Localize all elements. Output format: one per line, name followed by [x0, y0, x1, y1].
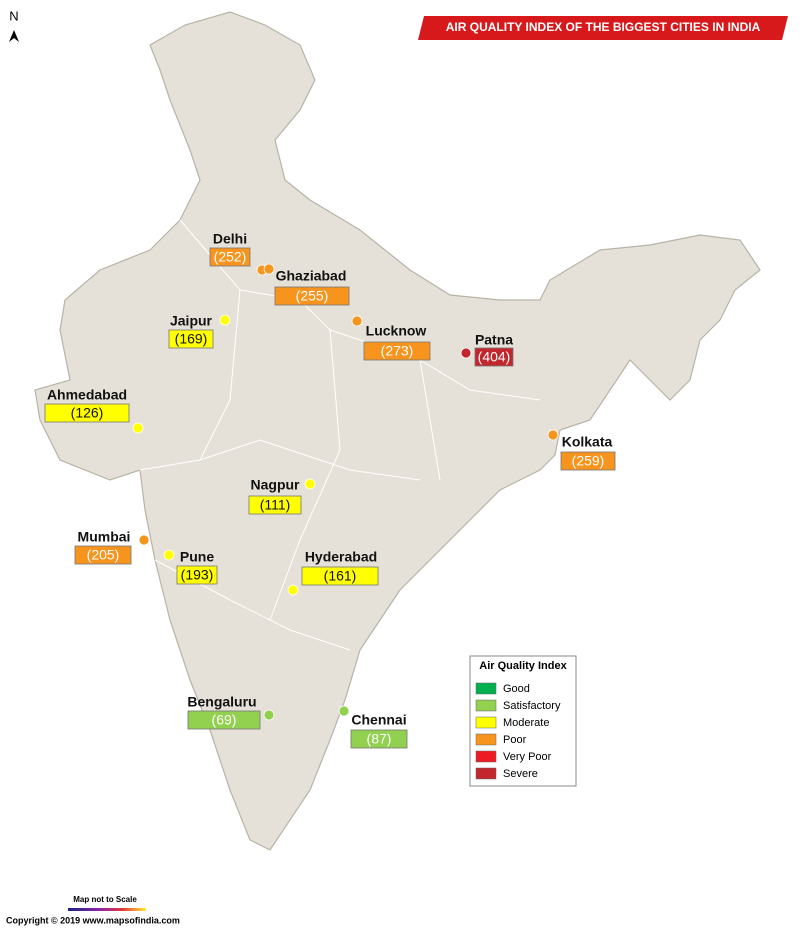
city-dot — [219, 314, 231, 326]
city-name: Pune — [180, 549, 214, 565]
scale-note: Map not to Scale — [73, 895, 137, 904]
city-dot — [351, 315, 363, 327]
legend-label: Very Poor — [503, 751, 552, 763]
city-name: Hyderabad — [305, 549, 377, 565]
north-arrow — [9, 30, 19, 42]
city-name: Delhi — [213, 231, 247, 247]
city-dot — [547, 429, 559, 441]
legend-swatch — [475, 750, 497, 763]
aqi-box — [363, 341, 431, 361]
aqi-value: (111) — [260, 497, 291, 513]
legend-label: Poor — [503, 734, 527, 746]
city-dot — [132, 422, 144, 434]
city-dot — [263, 709, 275, 721]
city-dot — [460, 347, 472, 359]
aqi-value: (273) — [381, 343, 414, 359]
city-name: Nagpur — [251, 477, 301, 493]
city-name: Jaipur — [170, 313, 213, 329]
state-borders — [139, 219, 541, 651]
north-label: N — [9, 8, 18, 23]
aqi-value: (404) — [478, 349, 511, 365]
city-name: Lucknow — [366, 323, 427, 339]
city-dot — [263, 263, 275, 275]
copyright: Copyright © 2019 www.mapsofindia.com — [6, 915, 180, 925]
city-name: Patna — [475, 332, 513, 348]
legend-swatch — [475, 682, 497, 695]
city-name: Ahmedabad — [47, 387, 127, 403]
city-dot — [138, 534, 150, 546]
legend-label: Severe — [503, 768, 538, 780]
india-outline — [34, 11, 761, 851]
legend-label: Moderate — [503, 717, 549, 729]
legend-swatch — [475, 716, 497, 729]
legend-swatch — [475, 699, 497, 712]
aqi-box — [274, 286, 350, 306]
legend-swatch — [475, 767, 497, 780]
aqi-box — [474, 347, 514, 367]
city-name: Mumbai — [78, 529, 131, 545]
legend-title: Air Quality Index — [479, 660, 567, 672]
legend-label: Satisfactory — [503, 700, 561, 712]
aqi-box — [74, 545, 132, 565]
aqi-box — [209, 247, 251, 267]
aqi-box — [350, 729, 408, 749]
aqi-value: (252) — [214, 249, 247, 265]
scale-bar — [68, 908, 146, 911]
aqi-value: (205) — [87, 547, 120, 563]
aqi-value: (69) — [212, 712, 237, 728]
aqi-value: (161) — [324, 568, 357, 584]
title-banner — [418, 16, 788, 40]
aqi-box — [168, 329, 214, 349]
aqi-value: (255) — [296, 288, 329, 304]
city-name: Chennai — [351, 712, 406, 728]
city-dot — [163, 549, 175, 561]
aqi-box — [176, 565, 218, 585]
aqi-box — [187, 710, 261, 730]
aqi-box — [560, 451, 616, 471]
city-name: Bengaluru — [187, 694, 256, 710]
legend: Good Satisfactory Moderate Poor Very Poor Sev… — [475, 682, 561, 780]
aqi-box — [248, 495, 302, 515]
legend-label: Good — [503, 683, 530, 695]
city-dot — [338, 705, 350, 717]
aqi-box — [44, 403, 130, 423]
aqi-value: (169) — [175, 331, 208, 347]
city-name: Kolkata — [562, 434, 613, 450]
title: AIR QUALITY INDEX OF THE BIGGEST CITIES … — [446, 20, 761, 34]
aqi-value: (259) — [572, 453, 605, 469]
cities: Delhi (252) Ghaziabad (255) Jaipur (169) Luckn… — [44, 231, 616, 749]
aqi-value: (126) — [71, 405, 104, 421]
aqi-value: (193) — [181, 567, 214, 583]
city-name: Ghaziabad — [276, 268, 347, 284]
legend-swatch — [475, 733, 497, 746]
city-dot — [304, 478, 316, 490]
aqi-value: (87) — [367, 731, 392, 747]
city-dot — [287, 584, 299, 596]
aqi-box — [301, 566, 379, 586]
